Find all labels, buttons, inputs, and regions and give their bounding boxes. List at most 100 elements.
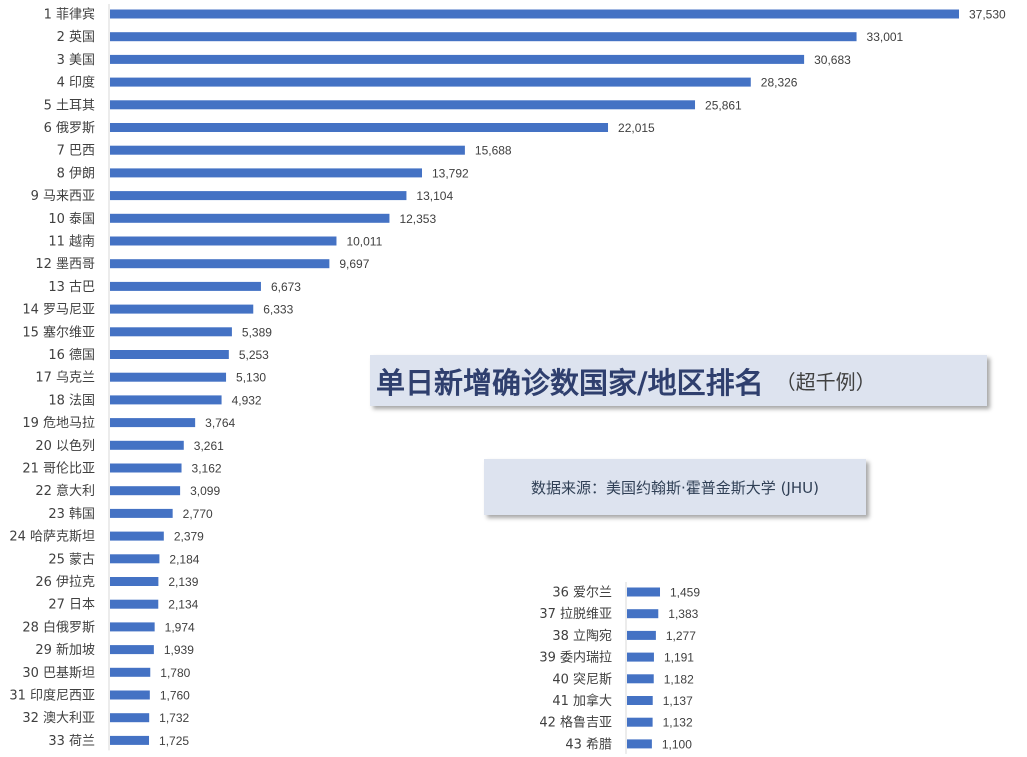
source-note: 数据来源：美国约翰斯·霍普金斯大学 (JHU) — [531, 478, 819, 497]
category-label: 38 立陶宛 — [552, 628, 612, 644]
category-label: 24 哈萨克斯坦 — [9, 530, 95, 545]
category-label: 20 以色列 — [35, 438, 95, 454]
data-label: 1,100 — [662, 737, 692, 751]
bar — [110, 350, 229, 359]
data-label: 1,277 — [666, 629, 696, 643]
bar — [110, 690, 150, 700]
bar — [110, 191, 407, 201]
data-label: 2,184 — [169, 552, 199, 566]
category-label: 14 罗马尼亚 — [22, 303, 95, 318]
bar — [627, 630, 656, 640]
bar — [110, 281, 261, 291]
category-label: 19 危地马拉 — [22, 416, 95, 431]
category-label: 36 爱尔兰 — [552, 586, 612, 601]
bar — [110, 168, 423, 178]
bar — [110, 486, 181, 496]
data-label: 1,383 — [668, 607, 698, 621]
data-label: 25,861 — [705, 98, 742, 112]
category-label: 23 韩国 — [48, 507, 95, 522]
category-label: 4 印度 — [57, 75, 95, 91]
bar — [627, 717, 653, 727]
data-label: 13,792 — [432, 166, 469, 180]
category-label: 17 乌克兰 — [35, 370, 95, 386]
data-label: 30,683 — [814, 53, 851, 67]
data-label: 1,191 — [664, 651, 694, 665]
category-label: 31 印度尼西亚 — [9, 688, 95, 704]
bar — [110, 236, 337, 246]
category-label: 18 法国 — [48, 393, 95, 408]
data-label: 9,697 — [339, 257, 369, 271]
data-label: 22,015 — [618, 121, 655, 135]
bar — [627, 739, 652, 749]
category-label: 13 古巴 — [48, 280, 95, 295]
data-label: 28,326 — [761, 76, 798, 90]
bar — [627, 696, 653, 705]
data-label: 12,353 — [399, 212, 436, 226]
bar — [110, 327, 232, 337]
bar — [110, 32, 857, 42]
data-label: 1,459 — [670, 586, 700, 600]
data-label: 2,134 — [168, 598, 198, 612]
bar — [110, 259, 330, 269]
data-label: 5,253 — [239, 348, 269, 362]
category-label: 26 伊拉克 — [35, 575, 95, 590]
category-label: 21 哥伦比亚 — [22, 462, 95, 477]
category-label: 30 巴基斯坦 — [22, 666, 95, 681]
category-label: 40 突尼斯 — [552, 671, 612, 687]
category-label: 28 白俄罗斯 — [22, 619, 95, 635]
data-label: 3,764 — [205, 416, 235, 430]
category-label: 41 加拿大 — [552, 693, 612, 709]
bar — [110, 123, 609, 132]
category-label: 16 德国 — [48, 348, 95, 363]
data-label: 1,137 — [663, 694, 693, 708]
data-label: 3,162 — [192, 462, 222, 476]
bar — [110, 77, 751, 87]
data-label: 1,725 — [159, 734, 189, 748]
bar — [627, 674, 654, 684]
data-label: 1,132 — [663, 716, 693, 730]
data-label: 3,099 — [190, 484, 220, 498]
bar — [110, 554, 160, 564]
bar — [110, 645, 154, 655]
bar — [110, 577, 159, 586]
category-label: 10 泰国 — [48, 212, 95, 227]
bar — [110, 304, 254, 314]
data-label: 4,932 — [232, 393, 262, 407]
data-label: 1,182 — [664, 672, 694, 686]
data-label: 2,139 — [168, 575, 198, 589]
category-label: 3 美国 — [57, 53, 95, 68]
data-label: 1,974 — [165, 620, 195, 634]
category-label: 22 意大利 — [35, 483, 95, 499]
bar — [110, 372, 227, 382]
data-label: 5,389 — [242, 325, 272, 339]
bar — [110, 9, 959, 19]
data-label: 5,130 — [236, 371, 266, 385]
category-label: 7 巴西 — [57, 144, 95, 159]
bar — [627, 587, 661, 597]
data-label: 15,688 — [475, 144, 512, 158]
data-label: 37,530 — [969, 8, 1006, 22]
category-label: 2 英国 — [57, 30, 95, 45]
bar — [110, 100, 696, 110]
bar — [110, 54, 805, 64]
data-label: 1,939 — [164, 643, 194, 657]
category-label: 27 日本 — [48, 598, 95, 613]
chart-title-box: 单日新增确诊数国家/地区排名 （超千例） — [370, 355, 987, 406]
category-label: 15 塞尔维亚 — [22, 324, 95, 340]
data-label: 1,780 — [160, 666, 190, 680]
category-label: 6 俄罗斯 — [44, 121, 95, 136]
data-label: 33,001 — [867, 30, 904, 44]
data-label: 13,104 — [416, 189, 453, 203]
bar — [110, 145, 465, 155]
category-label: 42 格鲁吉亚 — [539, 715, 612, 731]
bar — [110, 735, 150, 745]
data-label: 1,732 — [159, 711, 189, 725]
source-box: 数据来源：美国约翰斯·霍普金斯大学 (JHU) — [484, 459, 866, 515]
category-label: 25 蒙古 — [48, 552, 95, 567]
bar — [627, 609, 659, 619]
bar — [110, 599, 159, 609]
data-label: 1,760 — [160, 689, 190, 703]
category-label: 11 越南 — [48, 234, 95, 250]
category-label: 1 菲律宾 — [44, 7, 95, 23]
